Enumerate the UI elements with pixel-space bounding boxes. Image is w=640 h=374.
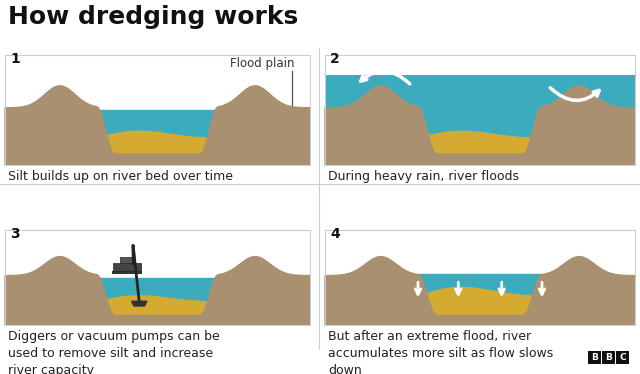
Polygon shape — [325, 257, 635, 325]
Text: B: B — [605, 353, 612, 362]
Bar — [616, 351, 629, 364]
Bar — [120, 257, 135, 263]
Text: Flood plain: Flood plain — [230, 57, 295, 70]
Bar — [5, 230, 310, 325]
Text: 1: 1 — [10, 52, 20, 66]
Bar — [5, 230, 310, 325]
Polygon shape — [325, 86, 635, 165]
Polygon shape — [418, 131, 542, 154]
Polygon shape — [5, 257, 310, 325]
Bar — [5, 55, 310, 165]
Bar — [588, 351, 601, 364]
Bar — [325, 230, 635, 325]
Text: B: B — [591, 353, 598, 362]
Polygon shape — [132, 301, 147, 306]
Polygon shape — [97, 131, 218, 154]
Text: 4: 4 — [330, 227, 340, 241]
Bar — [325, 75, 635, 165]
Text: 3: 3 — [10, 227, 20, 241]
Bar — [602, 351, 615, 364]
Bar — [113, 263, 141, 271]
Bar — [325, 55, 635, 165]
Text: C: C — [619, 353, 626, 362]
Bar — [325, 230, 635, 325]
Polygon shape — [418, 288, 542, 316]
Bar — [112, 271, 142, 274]
Polygon shape — [5, 86, 310, 165]
Bar — [325, 55, 635, 165]
Text: 2: 2 — [330, 52, 340, 66]
Text: Diggers or vacuum pumps can be
used to remove silt and increase
river capacity: Diggers or vacuum pumps can be used to r… — [8, 330, 220, 374]
Text: But after an extreme flood, river
accumulates more silt as flow slows
down: But after an extreme flood, river accumu… — [328, 330, 553, 374]
Text: Silt builds up on river bed over time: Silt builds up on river bed over time — [8, 170, 233, 183]
Text: During heavy rain, river floods: During heavy rain, river floods — [328, 170, 519, 183]
Polygon shape — [97, 296, 218, 316]
Text: How dredging works: How dredging works — [8, 5, 298, 29]
Bar — [5, 55, 310, 165]
